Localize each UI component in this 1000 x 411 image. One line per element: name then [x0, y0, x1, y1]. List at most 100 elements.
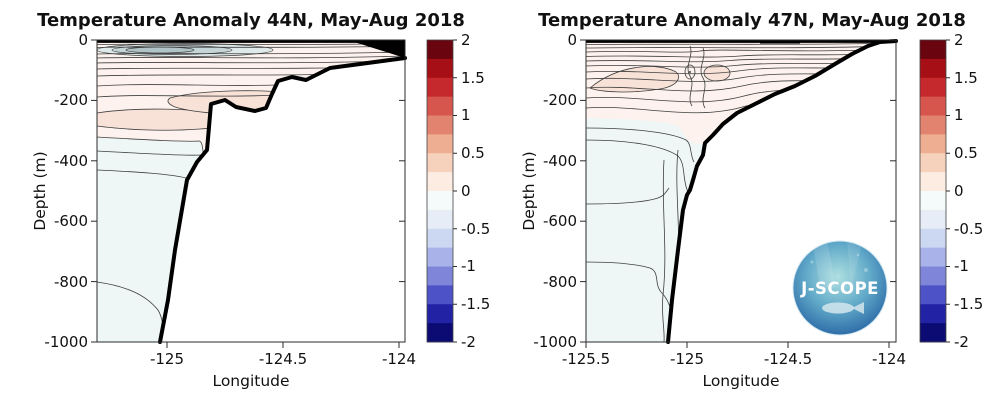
colorbar-tick-label: 1.5 [461, 69, 485, 87]
plot-frame [585, 39, 897, 343]
colorbar-tick-label: -2 [461, 333, 476, 351]
colorbar-tick-label: 1 [954, 106, 964, 124]
y-tick-label: 0 [78, 31, 88, 49]
surface-mixed-cells [96, 43, 274, 57]
colorbar-tick-label: -1.5 [461, 295, 490, 313]
colorbar-tick-label: -2 [954, 333, 969, 351]
colorbar-segment [427, 134, 453, 154]
y-tick-label: 0 [567, 31, 577, 49]
y-tick-label: -1000 [44, 333, 88, 351]
bathymetry-line-44n [158, 56, 407, 344]
y-tick-label: -400 [54, 152, 88, 170]
colorbar-segment [427, 58, 453, 79]
y-tick-label: -400 [543, 152, 577, 170]
y-axis-label: Depth (m) [31, 151, 49, 230]
colorbar-tick-label: -1 [954, 257, 969, 275]
colorbar-segment [920, 153, 946, 173]
colorbar-segment [427, 115, 453, 135]
colorbar-segment [427, 96, 453, 116]
colorbar-segment [920, 191, 946, 211]
colorbar-tick-label: 0.5 [461, 144, 485, 162]
colorbar-segment [920, 228, 946, 249]
light-ray [812, 240, 836, 289]
colorbar-segment [920, 134, 946, 154]
y-tick-label: -1000 [533, 333, 577, 351]
colorbar-segment [427, 323, 453, 343]
bubble [810, 260, 814, 264]
colorbar-tick-label: 1 [461, 106, 471, 124]
colorbar-segment [920, 323, 946, 343]
y-tick-label: -200 [54, 91, 88, 109]
colorbar-tick-label: 2 [954, 31, 964, 49]
x-axis-label: Longitude [702, 372, 779, 390]
y-tick-label: -600 [54, 212, 88, 230]
colorbar-segment [920, 304, 946, 324]
x-tick-label: -124.5 [764, 350, 812, 368]
colorbar-gradient [427, 40, 453, 343]
x-tick-label: -124 [382, 350, 416, 368]
axis-ticks [91, 39, 405, 348]
bubble [864, 268, 868, 272]
x-tick-labels: -125 -124.5 -124 [150, 350, 416, 368]
surface-line-thick-segment [760, 40, 800, 44]
panel-47n: J-SCOPE Temperature Anomaly 47N, May-Aug… [520, 10, 983, 390]
colorbar-segment [427, 153, 453, 173]
y-tick-label: -200 [543, 91, 577, 109]
colorbar-tick-label: 0 [954, 182, 964, 200]
colorbar-tick-label: 0.5 [954, 144, 978, 162]
colorbar-gradient [920, 40, 946, 343]
colorbar-segment [427, 247, 453, 267]
colorbar-segment [427, 191, 453, 211]
colorbar-segment [920, 209, 946, 230]
contour-center-dot [689, 71, 691, 73]
y-tick-label: -800 [54, 273, 88, 291]
light-ray [847, 240, 862, 289]
colorbar-tick-labels: 2 1.5 1 0.5 0 -0.5 -1 -1.5 -2 [461, 31, 490, 351]
colorbar-segment [920, 247, 946, 267]
x-tick-labels: -125.5 -125 -124.5 -124 [562, 350, 906, 368]
y-tick-label: -800 [543, 273, 577, 291]
colorbar-segment [920, 40, 946, 60]
colorbar-segment [920, 266, 946, 286]
colorbar-tick-label: 1.5 [954, 69, 978, 87]
colorbar-segment [427, 40, 453, 60]
bubble [856, 253, 860, 257]
land-wedge [348, 40, 405, 58]
colorbar-tick-label: 0 [461, 182, 471, 200]
colorbar-segment [920, 285, 946, 305]
colorbar-segment [920, 77, 946, 98]
warm-anomaly-cell [684, 64, 696, 80]
colorbar-tick-label: -0.5 [461, 220, 490, 238]
contour-lines [585, 42, 897, 343]
colorbar-segment [920, 172, 946, 192]
x-tick-label: -124.5 [259, 350, 307, 368]
plot-title-47n: Temperature Anomaly 47N, May-Aug 2018 [538, 10, 966, 31]
colorbar-segment [920, 96, 946, 116]
colorbar-44n: 2 1.5 1 0.5 0 -0.5 -1 -1.5 -2 [426, 31, 490, 351]
panel-44n: Temperature Anomaly 44N, May-Aug 2018 De… [31, 10, 490, 390]
colorbar-segment [427, 266, 453, 286]
below-seafloor-mask [160, 58, 405, 342]
bathymetry-line-47n [666, 39, 898, 344]
axis-ticks [580, 39, 896, 348]
x-tick-label: -125.5 [562, 350, 610, 368]
colorbar-segment [920, 58, 946, 79]
colorbar-tick-labels: 2 1.5 1 0.5 0 -0.5 -1 -1.5 -2 [954, 31, 983, 351]
x-tick-label: -125 [150, 350, 184, 368]
y-tick-labels: 0 -200 -400 -600 -800 -1000 [44, 31, 88, 351]
jscope-logo: J-SCOPE [792, 240, 888, 336]
colorbar-47n: 2 1.5 1 0.5 0 -0.5 -1 -1.5 -2 [919, 31, 983, 351]
colorbar-segment [920, 115, 946, 135]
fish-icon [822, 302, 864, 314]
colorbar-tick-label: -1 [461, 257, 476, 275]
colorbar-segment [427, 172, 453, 192]
y-tick-labels: 0 -200 -400 -600 -800 -1000 [533, 31, 577, 351]
colorbar-tick-label: -0.5 [954, 220, 983, 238]
colorbar-segment [427, 209, 453, 230]
y-axis-label: Depth (m) [520, 151, 538, 230]
x-tick-label: -125 [670, 350, 704, 368]
plot-title-44n: Temperature Anomaly 44N, May-Aug 2018 [37, 10, 465, 31]
colorbar-tick-label: 2 [461, 31, 471, 49]
